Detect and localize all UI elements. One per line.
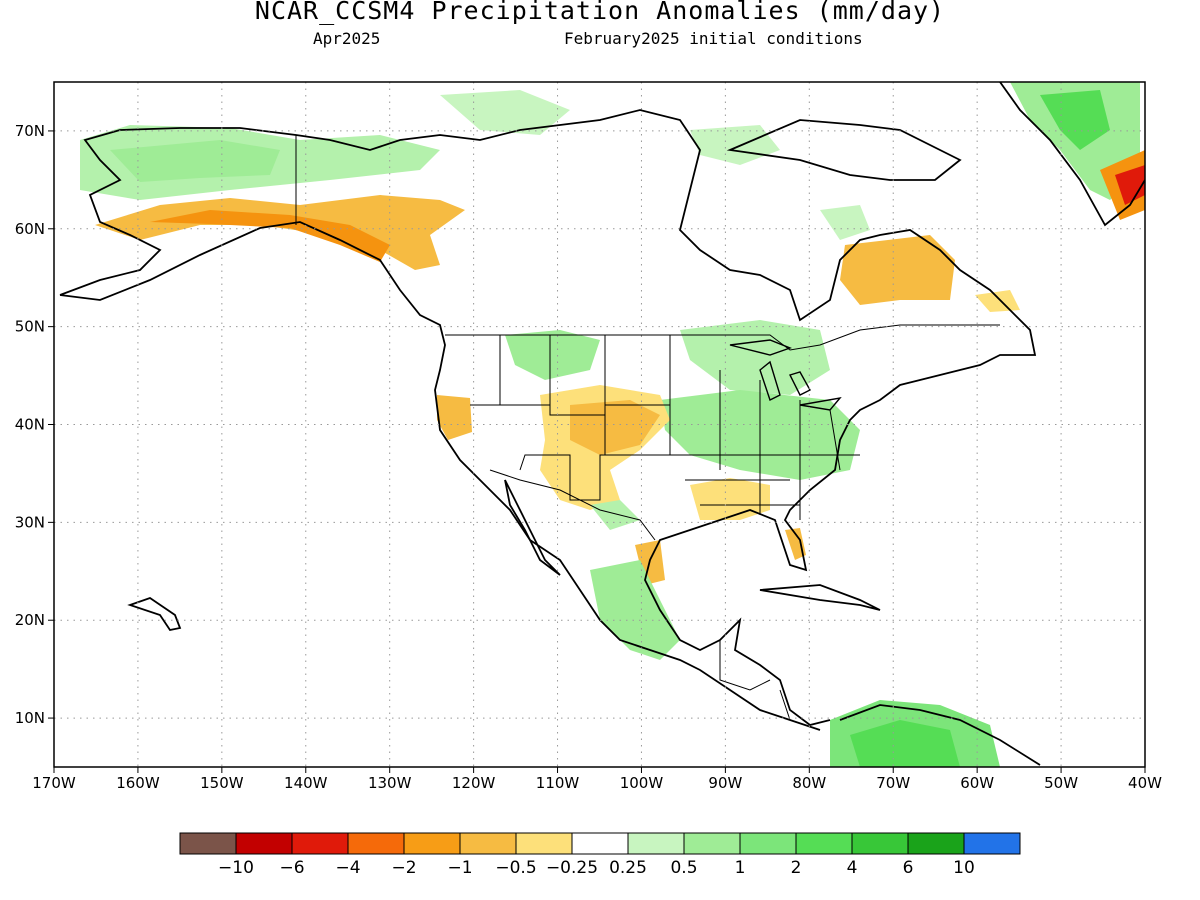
- anomaly-california: [437, 395, 472, 440]
- anomaly-alaska-north-wet: [110, 140, 280, 182]
- colorbar-swatch: [963, 832, 1021, 855]
- colorbar-swatch: [515, 832, 573, 855]
- anomaly-mexico-south: [590, 560, 680, 660]
- anomaly-alaska-gulf-strong: [150, 210, 390, 262]
- coastlines: [59, 82, 1145, 766]
- colorbar-swatch: [851, 832, 909, 855]
- lon-tick-label: 110W: [536, 774, 580, 792]
- colorbar-label: −4: [335, 858, 360, 878]
- lon-tick-label: 120W: [452, 774, 496, 792]
- lon-tick-label: 100W: [620, 774, 664, 792]
- lat-tick-label: 20N: [15, 611, 45, 629]
- lat-tick-label: 60N: [15, 220, 45, 238]
- anomaly-alaska-gulf: [95, 195, 465, 270]
- colorbar-swatch: [347, 832, 405, 855]
- lat-tick-label: 10N: [15, 709, 45, 727]
- colorbar-swatch: [291, 832, 349, 855]
- colorbar-label: 10: [953, 858, 975, 878]
- anomaly-prairies: [505, 330, 600, 380]
- lon-tick-label: 170W: [32, 774, 76, 792]
- colorbar-label: 4: [847, 858, 858, 878]
- colorbar-label: −10: [218, 858, 254, 878]
- lon-tick-label: 70W: [876, 774, 910, 792]
- graticule: [48, 82, 1146, 773]
- latitude-labels: 70N 60N 50N 40N 30N 20N 10N: [15, 122, 45, 727]
- map-title: NCAR_CCSM4 Precipitation Anomalies (mm/d…: [254, 0, 946, 25]
- colorbar: [179, 832, 1021, 855]
- lat-tick-label: 30N: [15, 513, 45, 531]
- colorbar-labels: −10 −6 −4 −2 −1 −0.5 −0.25 0.25 0.5 1 2 4 6 10: [218, 858, 975, 878]
- lon-tick-label: 130W: [368, 774, 412, 792]
- anomaly-florida: [785, 528, 806, 560]
- forecast-month: Apr2025: [313, 29, 381, 48]
- colorbar-swatch: [739, 832, 797, 855]
- anomaly-shading: [80, 82, 1145, 767]
- colorbar-swatch: [571, 832, 629, 855]
- anomaly-hudson: [820, 205, 870, 240]
- colorbar-label: −0.25: [546, 858, 598, 878]
- anomaly-rockies-core: [570, 400, 660, 455]
- colorbar-swatch: [459, 832, 517, 855]
- colorbar-swatch: [627, 832, 685, 855]
- anomaly-quebec: [840, 235, 955, 305]
- colorbar-label: −6: [279, 858, 304, 878]
- colorbar-label: 2: [791, 858, 802, 878]
- lon-tick-label: 60W: [960, 774, 994, 792]
- colorbar-label: 0.25: [609, 858, 647, 878]
- initial-conditions-label: February2025 initial conditions: [564, 29, 863, 48]
- colorbar-swatch: [235, 832, 293, 855]
- great-lakes: [729, 339, 842, 411]
- lon-tick-label: 140W: [284, 774, 328, 792]
- colorbar-swatch: [683, 832, 741, 855]
- lon-tick-label: 90W: [708, 774, 742, 792]
- lat-tick-label: 50N: [15, 318, 45, 336]
- political-borders: [295, 135, 1000, 721]
- longitude-labels: 170W 160W 150W 140W 130W 120W 110W 100W 90W 80W 70…: [32, 774, 1162, 792]
- colorbar-label: 1: [735, 858, 746, 878]
- anomaly-mexico-north: [590, 500, 640, 530]
- anomaly-greenland-tip-strong: [1115, 165, 1145, 205]
- colorbar-swatch: [179, 832, 237, 855]
- lat-tick-label: 40N: [15, 416, 45, 434]
- anomaly-arctic-canada-2: [690, 125, 780, 165]
- lat-tick-label: 70N: [15, 122, 45, 140]
- anomaly-arctic-canada-1: [440, 90, 570, 135]
- lon-tick-label: 80W: [792, 774, 826, 792]
- colorbar-label: −0.5: [495, 858, 536, 878]
- anomaly-greenland-core: [1040, 90, 1110, 150]
- colorbar-swatch: [795, 832, 853, 855]
- colorbar-swatch: [907, 832, 965, 855]
- anomaly-south-america-core: [850, 720, 960, 767]
- lon-tick-label: 160W: [116, 774, 160, 792]
- anomaly-great-lakes: [680, 320, 830, 395]
- colorbar-label: −1: [447, 858, 472, 878]
- map-body: [59, 82, 1145, 767]
- lon-tick-label: 150W: [200, 774, 244, 792]
- colorbar-label: 0.5: [670, 858, 697, 878]
- colorbar-label: 6: [903, 858, 914, 878]
- anomaly-labrador-edge: [975, 290, 1020, 312]
- map-frame: [53, 81, 1146, 768]
- lon-tick-label: 40W: [1128, 774, 1162, 792]
- colorbar-swatch: [403, 832, 461, 855]
- colorbar-label: −2: [391, 858, 416, 878]
- lon-tick-label: 50W: [1044, 774, 1078, 792]
